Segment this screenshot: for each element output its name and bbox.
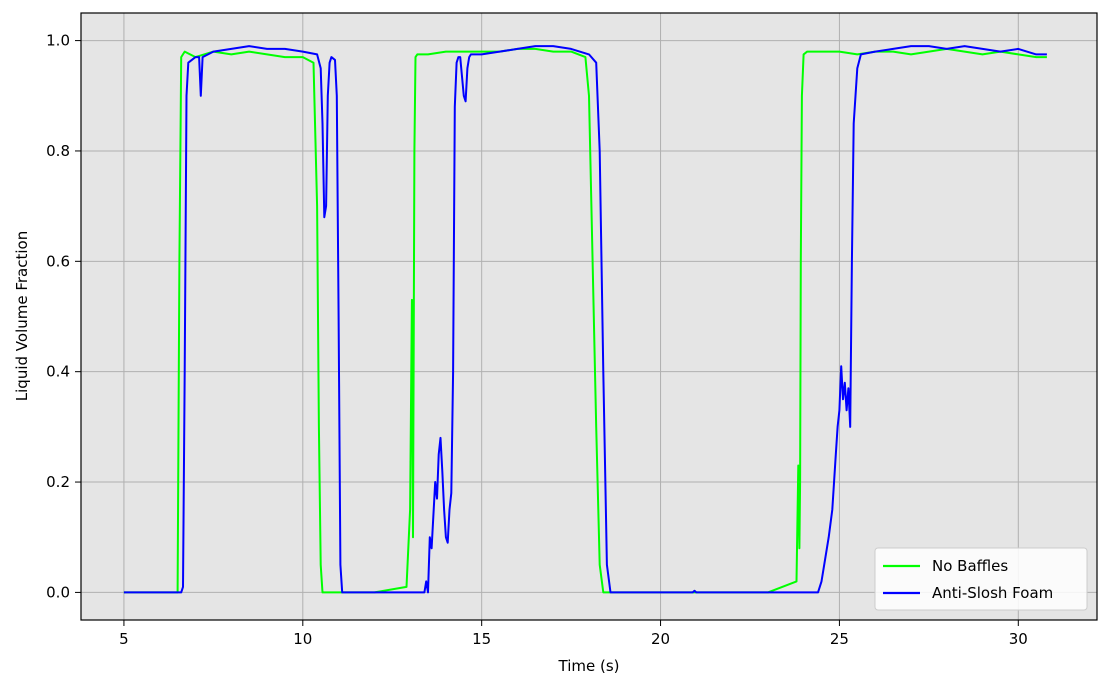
x-tick-label: 20 [651, 630, 670, 648]
y-tick-label: 0.8 [46, 142, 70, 160]
series-line-no-baffles [123, 47, 1047, 594]
x-axis-ticks: 5 10 15 20 25 30 [119, 620, 1028, 648]
y-tick-label: 0.6 [46, 252, 70, 270]
series-group [123, 45, 1047, 594]
x-tick-label: 5 [119, 630, 129, 648]
legend-label-anti-slosh-foam: Anti-Slosh Foam [932, 584, 1053, 602]
y-tick-label: 0.2 [46, 473, 70, 491]
x-axis-label: Time (s) [558, 657, 620, 675]
legend-label-no-baffles: No Baffles [932, 557, 1008, 575]
x-tick-label: 30 [1009, 630, 1028, 648]
y-axis-ticks: 0.0 0.2 0.4 0.6 0.8 1.0 [46, 32, 81, 601]
series-line-anti-slosh-foam [123, 45, 1047, 594]
y-tick-label: 0.4 [46, 363, 70, 381]
y-axis-label: Liquid Volume Fraction [13, 231, 31, 401]
y-tick-label: 1.0 [46, 32, 70, 50]
plot-frame [80, 12, 1098, 621]
legend: No Baffles Anti-Slosh Foam [874, 547, 1088, 611]
x-tick-label: 25 [830, 630, 849, 648]
y-tick-label: 0.0 [46, 583, 70, 601]
x-tick-label: 15 [472, 630, 491, 648]
legend-box [874, 547, 1088, 611]
x-tick-label: 10 [293, 630, 312, 648]
